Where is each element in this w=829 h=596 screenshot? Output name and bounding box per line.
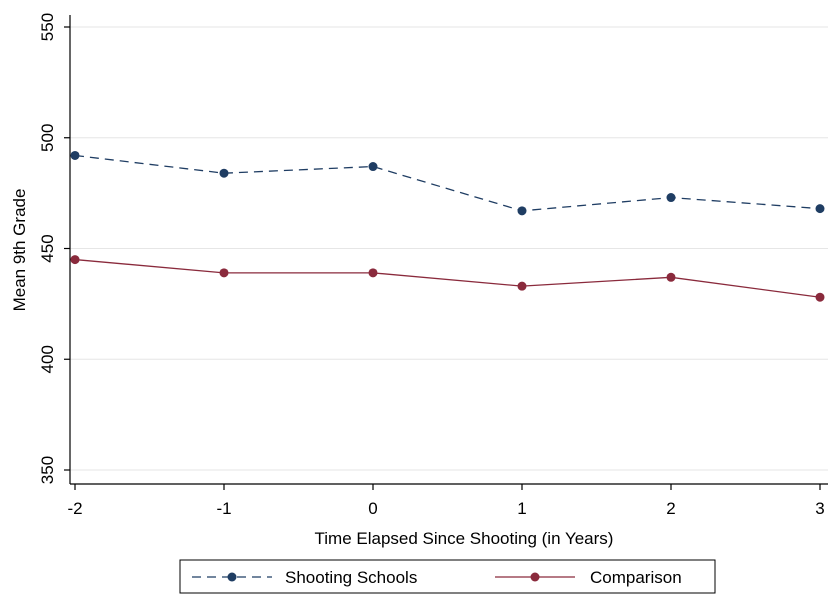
data-point-shooting-schools: [666, 193, 676, 203]
legend-box: [179, 559, 716, 594]
x-tick-label: 0: [368, 499, 377, 518]
y-tick-label: 550: [38, 13, 57, 41]
x-tick-label: -2: [67, 499, 82, 518]
data-point-comparison: [517, 281, 527, 291]
y-axis-ticks: 350 400 450 500 550: [38, 13, 70, 484]
data-point-comparison: [70, 255, 80, 265]
data-point-comparison: [368, 268, 378, 278]
legend: Shooting Schools Comparison: [179, 559, 716, 594]
x-tick-label: -1: [216, 499, 231, 518]
data-point-shooting-schools: [219, 168, 229, 178]
x-axis-label: Time Elapsed Since Shooting (in Years): [315, 529, 614, 548]
data-point-shooting-schools: [815, 204, 825, 214]
legend-marker-comparison: [530, 572, 540, 582]
y-tick-label: 350: [38, 456, 57, 484]
series-line-shooting-schools: [74, 154, 821, 212]
gridlines: [70, 26, 828, 471]
x-tick-label: 1: [517, 499, 526, 518]
legend-label-comparison: Comparison: [590, 568, 682, 587]
data-point-comparison: [219, 268, 229, 278]
data-point-shooting-schools: [368, 162, 378, 172]
data-point-comparison: [666, 272, 676, 282]
data-point-shooting-schools: [70, 150, 80, 160]
series-group: [70, 150, 825, 302]
y-tick-label: 450: [38, 234, 57, 262]
data-point-comparison: [815, 292, 825, 302]
y-tick-label: 400: [38, 345, 57, 373]
data-point-shooting-schools: [517, 206, 527, 216]
x-tick-label: 2: [666, 499, 675, 518]
y-tick-label: 500: [38, 124, 57, 152]
x-tick-label: 3: [815, 499, 824, 518]
legend-label-shooting-schools: Shooting Schools: [285, 568, 417, 587]
x-axis-ticks: -2 -1 0 1 2 3: [67, 484, 825, 518]
legend-marker-shooting-schools: [227, 572, 237, 582]
y-axis-label: Mean 9th Grade: [10, 189, 29, 312]
series-line-comparison: [74, 258, 821, 298]
